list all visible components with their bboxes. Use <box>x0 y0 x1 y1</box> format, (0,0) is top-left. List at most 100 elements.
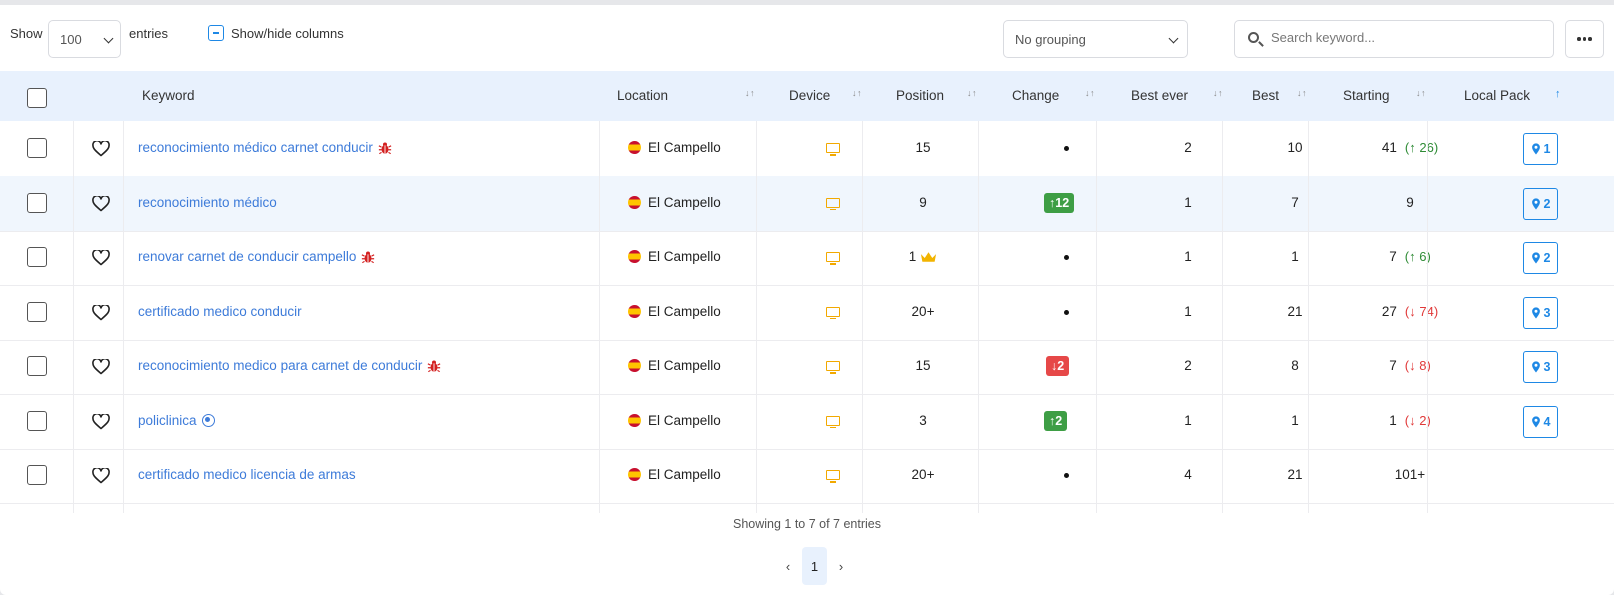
starting-cell: 7 (↓ 8) <box>1360 358 1460 373</box>
heart-icon[interactable] <box>92 466 110 484</box>
column-divider <box>123 121 124 513</box>
keyword-link[interactable]: renovar carnet de conducir campello <box>138 249 375 264</box>
heart-icon[interactable] <box>92 357 110 375</box>
row-checkbox[interactable] <box>27 192 47 213</box>
keyword-link[interactable]: reconocimiento medico para carnet de con… <box>138 358 441 373</box>
column-header-device[interactable]: Device <box>789 88 831 103</box>
sort-icon[interactable] <box>852 88 864 102</box>
heart-icon[interactable] <box>92 194 110 212</box>
table-row[interactable]: policlinica El Campello 3 ↑ 2 1 1 1 (↓ 2) 4 <box>0 394 1614 450</box>
row-checkbox[interactable] <box>27 356 47 376</box>
table-header: Keyword Location Device Position Change … <box>0 71 1614 121</box>
local-pack-button[interactable]: 4 <box>1523 405 1558 438</box>
keyword-link[interactable]: reconocimiento médico carnet conducir <box>138 140 392 155</box>
keyword-link[interactable]: reconocimiento médico <box>138 195 277 210</box>
no-change-dot <box>1064 309 1069 315</box>
more-options-button[interactable] <box>1565 20 1604 58</box>
keyword-link[interactable]: policlinica <box>138 413 215 428</box>
starting-delta-value: 74 <box>1419 304 1433 319</box>
heart-icon[interactable] <box>92 248 110 266</box>
row-checkbox[interactable] <box>27 138 47 158</box>
position-cell: 20+ <box>898 467 948 482</box>
position-cell: 3 <box>898 413 948 428</box>
next-page-button[interactable]: › <box>838 558 844 574</box>
entries-select[interactable]: 100 <box>48 20 121 58</box>
local-pack-button[interactable]: 3 <box>1523 296 1558 329</box>
column-header-keyword[interactable]: Keyword <box>142 88 195 103</box>
sort-icon[interactable] <box>1213 88 1225 102</box>
local-pack-button[interactable]: 1 <box>1523 133 1558 165</box>
starting-value: 27 <box>1381 303 1397 319</box>
position-cell: 15 <box>898 358 948 373</box>
row-checkbox[interactable] <box>27 410 47 431</box>
starting-delta: (↓ 74) <box>1404 303 1439 319</box>
column-header-best[interactable]: Best <box>1252 88 1280 103</box>
location-cell: El Campello <box>628 195 721 210</box>
arrow-up-icon: ↑ <box>1409 140 1416 155</box>
keyword-link[interactable]: certificado medico conducir <box>138 304 302 319</box>
sort-icon[interactable] <box>967 88 979 102</box>
show-hide-columns-button[interactable]: Show/hide columns <box>208 25 344 41</box>
table-info: Showing 1 to 7 of 7 entries <box>732 517 881 531</box>
sort-icon[interactable] <box>1416 88 1428 102</box>
best-value: 10 <box>1287 140 1303 155</box>
column-header-position[interactable]: Position <box>896 88 945 103</box>
starting-value: 1 <box>1389 412 1397 428</box>
table-row[interactable]: certificado medico licencia de armas El C… <box>0 448 1614 504</box>
table-row[interactable]: renovar carnet de conducir campello El Ca… <box>0 230 1614 286</box>
no-change-dot <box>1064 146 1069 151</box>
starting-cell: 27 (↓ 74) <box>1360 304 1460 319</box>
spain-flag-icon <box>628 250 641 263</box>
location-text: El Campello <box>648 412 721 428</box>
heart-icon[interactable] <box>92 303 110 321</box>
position-cell: 9 <box>898 195 948 210</box>
grouping-select[interactable]: No grouping <box>1003 20 1188 58</box>
chevron-down-icon <box>1168 33 1179 44</box>
map-pin-icon <box>1531 306 1541 319</box>
starting-value: 7 <box>1389 358 1397 373</box>
row-checkbox[interactable] <box>27 301 47 322</box>
location-cell: El Campello <box>628 304 721 319</box>
map-pin-icon <box>1531 197 1541 210</box>
starting-value: 41 <box>1381 140 1397 155</box>
best-value: 21 <box>1287 467 1303 482</box>
table-row[interactable]: certificado medico conducir El Campello 20… <box>0 285 1614 341</box>
dot-icon <box>1577 37 1581 41</box>
search-icon <box>1248 32 1259 43</box>
select-all-checkbox[interactable] <box>27 88 47 108</box>
local-pack-button[interactable]: 3 <box>1523 351 1558 383</box>
sort-ascending-icon[interactable] <box>1553 88 1565 102</box>
starting-cell: 41 (↑ 26) <box>1360 140 1460 155</box>
position-value: 20+ <box>911 303 935 319</box>
spain-flag-icon <box>628 359 641 372</box>
row-checkbox[interactable] <box>27 465 47 485</box>
chevron-down-icon <box>103 33 114 44</box>
sort-icon[interactable] <box>1297 88 1309 102</box>
column-header-local-pack[interactable]: Local Pack <box>1464 88 1531 103</box>
column-divider <box>1427 121 1428 513</box>
column-header-starting[interactable]: Starting <box>1343 88 1390 103</box>
page-button[interactable]: 1 <box>802 547 827 585</box>
spain-flag-icon <box>628 304 641 318</box>
previous-page-button[interactable]: ‹ <box>785 558 791 574</box>
heart-icon[interactable] <box>92 412 110 430</box>
local-pack-button[interactable]: 2 <box>1523 187 1558 220</box>
heart-icon[interactable] <box>92 139 110 157</box>
table-row[interactable]: reconocimiento médico El Campello 9 ↑ 12 1 7 9 2 <box>0 175 1614 232</box>
desktop-icon <box>826 306 840 319</box>
column-header-best-ever[interactable]: Best ever <box>1131 88 1189 103</box>
table-row[interactable]: reconocimiento médico carnet conducir El … <box>0 121 1614 177</box>
sort-icon[interactable] <box>745 88 757 102</box>
row-checkbox[interactable] <box>27 247 47 267</box>
best-ever-value: 1 <box>1184 194 1192 210</box>
location-text: El Campello <box>648 249 721 264</box>
column-header-change[interactable]: Change <box>1012 88 1060 103</box>
local-pack-button[interactable]: 2 <box>1523 242 1558 274</box>
sort-icon[interactable] <box>1085 88 1097 102</box>
table-row[interactable]: reconocimiento medico para carnet de con… <box>0 339 1614 395</box>
position-cell: 15 <box>898 140 948 155</box>
keyword-link[interactable]: certificado medico licencia de armas <box>138 467 356 482</box>
search-input[interactable] <box>1271 30 1541 45</box>
column-header-location[interactable]: Location <box>617 88 669 103</box>
change-badge: ↓ 2 <box>1046 356 1070 376</box>
